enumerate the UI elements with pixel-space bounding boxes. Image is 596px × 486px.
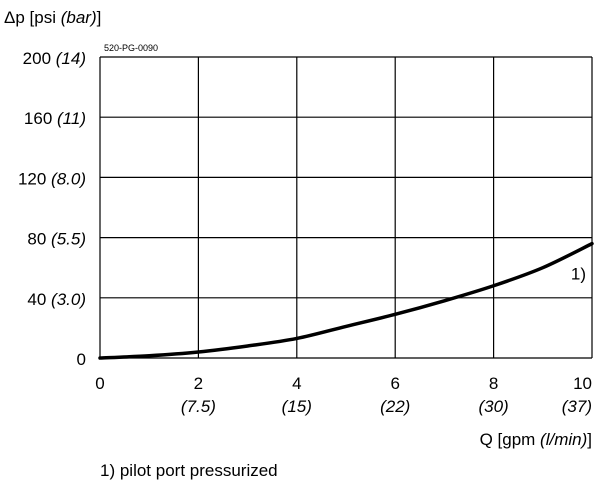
y-tick-value: 200 — [23, 49, 51, 68]
x-axis-label-unit-alt: (l/min) — [540, 430, 587, 449]
x-tick-label-3: 6 — [390, 374, 399, 393]
x-tick-label-2: 4 — [292, 374, 301, 393]
x-tick-label-alt-5: (37) — [562, 397, 592, 416]
y-tick-label-4: 160 (11) — [24, 109, 86, 128]
y-tick-labels: 0 40 (3.0) 80 (5.5) 120 (8.0) 160 (11) 200 (1… — [18, 49, 86, 369]
y-tick-value-alt: (3.0) — [46, 290, 86, 309]
y-axis-label-prefix: Δp [psi — [4, 8, 61, 27]
series-line-0 — [98, 241, 594, 360]
x-tick-label-1: 2 — [194, 374, 203, 393]
grid — [99, 56, 593, 359]
x-tick-label-alt-3: (22) — [380, 397, 410, 416]
x-tick-labels: 0 2 (7.5) 4 (15) 6 (22) 8 (30) 10 (37) — [95, 374, 592, 416]
y-tick-value: 80 — [27, 230, 46, 249]
y-tick-value-alt: (11) — [52, 109, 86, 128]
x-axis-label-suffix: ] — [587, 430, 592, 449]
y-tick-label-5: 200 (14) — [23, 49, 86, 68]
x-tick-label-0: 0 — [95, 374, 104, 393]
x-axis-label-prefix: Q [gpm — [480, 430, 540, 449]
chart-code: 520-PG-0090 — [104, 43, 158, 53]
footnote: 1) pilot port pressurized — [100, 461, 278, 480]
x-axis-label: Q [gpm (l/min)] — [480, 430, 592, 449]
y-tick-value-alt: (14) — [51, 49, 86, 68]
y-tick-value: 0 — [77, 350, 86, 369]
y-tick-value-alt: (5.5) — [46, 230, 86, 249]
y-tick-label-3: 120 (8.0) — [18, 169, 86, 188]
x-tick-label-alt-2: (15) — [282, 397, 312, 416]
y-tick-label-2: 80 (5.5) — [27, 230, 86, 249]
y-axis-label-suffix: ] — [97, 8, 102, 27]
series-group: 1) — [98, 241, 594, 360]
series-label-0: 1) — [571, 265, 586, 284]
x-tick-label-alt-4: (30) — [478, 397, 508, 416]
y-axis-label: Δp [psi (bar)] — [4, 8, 101, 27]
y-tick-label-0: 0 — [77, 350, 86, 369]
x-tick-label-5: 10 — [573, 374, 592, 393]
y-tick-value: 160 — [24, 109, 52, 128]
y-tick-value: 120 — [18, 169, 46, 188]
y-axis-label-unit-alt: (bar) — [61, 8, 97, 27]
x-tick-label-4: 8 — [489, 374, 498, 393]
x-tick-label-alt-1: (7.5) — [181, 397, 216, 416]
y-tick-value-alt: (8.0) — [46, 169, 86, 188]
y-tick-value: 40 — [27, 290, 46, 309]
y-tick-label-1: 40 (3.0) — [27, 290, 86, 309]
